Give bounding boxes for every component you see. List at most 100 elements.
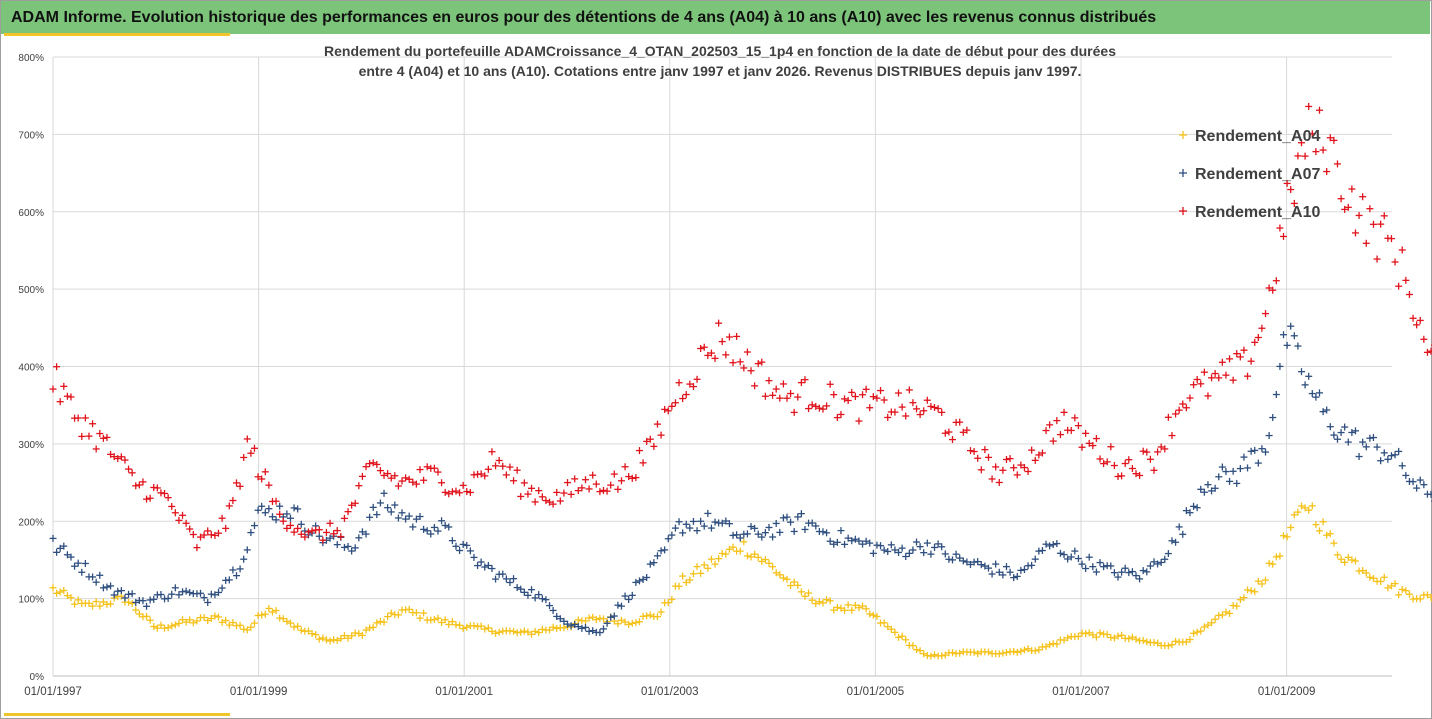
data-point-A04 bbox=[1082, 630, 1090, 638]
data-point-A04 bbox=[664, 599, 672, 607]
data-point-A04 bbox=[304, 627, 312, 635]
data-point-A07 bbox=[531, 594, 539, 602]
data-point-A07 bbox=[1211, 484, 1219, 492]
data-point-A10 bbox=[1128, 464, 1136, 472]
data-point-A04 bbox=[531, 627, 539, 635]
data-point-A04 bbox=[394, 611, 402, 619]
data-point-A10 bbox=[240, 453, 248, 461]
data-point-A10 bbox=[452, 487, 460, 495]
data-point-A10 bbox=[215, 529, 223, 537]
data-point-A10 bbox=[103, 433, 111, 441]
data-point-A10 bbox=[1280, 232, 1288, 240]
data-point-A10 bbox=[1190, 381, 1198, 389]
data-point-A07 bbox=[1132, 572, 1140, 580]
data-point-A07 bbox=[1236, 465, 1244, 473]
legend-marker-A04 bbox=[1179, 131, 1187, 139]
data-point-A10 bbox=[222, 524, 230, 532]
data-point-A04 bbox=[1020, 646, 1028, 654]
data-point-A10 bbox=[207, 531, 215, 539]
data-point-A04 bbox=[1398, 585, 1406, 593]
data-point-A04 bbox=[851, 601, 859, 609]
data-point-A07 bbox=[132, 598, 140, 606]
data-point-A04 bbox=[837, 604, 845, 612]
data-point-A07 bbox=[1200, 488, 1208, 496]
data-point-A07 bbox=[1121, 564, 1129, 572]
data-point-A04 bbox=[430, 616, 438, 624]
data-point-A10 bbox=[862, 385, 870, 393]
data-point-A07 bbox=[1330, 431, 1338, 439]
data-point-A07 bbox=[931, 543, 939, 551]
legend[interactable]: Rendement_A04 Rendement_A07 Rendement_A10 bbox=[1179, 128, 1320, 221]
data-point-A04 bbox=[1298, 502, 1306, 510]
data-point-A04 bbox=[916, 647, 924, 655]
accent-strip-bottom bbox=[4, 713, 230, 716]
data-point-A07 bbox=[1193, 504, 1201, 512]
data-point-A07 bbox=[646, 560, 654, 568]
data-point-A10 bbox=[56, 398, 64, 406]
chart-title-line-2: entre 4 (A04) et 10 ans (A10). Cotations… bbox=[359, 63, 1082, 79]
data-point-A07 bbox=[1071, 547, 1079, 555]
data-point-A07 bbox=[272, 516, 280, 524]
data-point-A10 bbox=[556, 497, 564, 505]
legend-item-A10[interactable]: Rendement_A10 bbox=[1179, 204, 1320, 221]
legend-marker-A10 bbox=[1179, 207, 1187, 215]
data-point-A07 bbox=[535, 591, 543, 599]
y-tick-label: 300% bbox=[18, 440, 44, 451]
data-point-A07 bbox=[797, 510, 805, 518]
data-point-A10 bbox=[625, 473, 633, 481]
data-point-A04 bbox=[517, 628, 525, 636]
data-point-A04 bbox=[797, 588, 805, 596]
data-point-A10 bbox=[117, 453, 125, 461]
data-point-A07 bbox=[1337, 429, 1345, 437]
data-point-A10 bbox=[1078, 443, 1086, 451]
data-point-A10 bbox=[646, 435, 654, 443]
data-point-A04 bbox=[984, 648, 992, 656]
data-point-A07 bbox=[524, 591, 532, 599]
data-point-A04 bbox=[420, 609, 428, 617]
data-point-A07 bbox=[1042, 540, 1050, 548]
data-point-A04 bbox=[819, 599, 827, 607]
data-point-A10 bbox=[707, 349, 715, 357]
data-point-A10 bbox=[970, 448, 978, 456]
data-point-A10 bbox=[492, 462, 500, 470]
data-point-A10 bbox=[81, 414, 89, 422]
data-point-A07 bbox=[1380, 449, 1388, 457]
data-point-A10 bbox=[743, 348, 751, 356]
data-point-A07 bbox=[290, 504, 298, 512]
data-point-A07 bbox=[1067, 553, 1075, 561]
data-point-A04 bbox=[751, 550, 759, 558]
data-point-A07 bbox=[492, 575, 500, 583]
data-point-A07 bbox=[412, 515, 420, 523]
data-point-A07 bbox=[1366, 434, 1374, 442]
data-point-A04 bbox=[1369, 574, 1377, 582]
data-point-A10 bbox=[405, 475, 413, 483]
data-point-A10 bbox=[60, 382, 68, 390]
data-point-A07 bbox=[1186, 509, 1194, 517]
data-point-A04 bbox=[326, 637, 334, 645]
data-point-A04 bbox=[456, 621, 464, 629]
data-point-A04 bbox=[207, 614, 215, 622]
data-point-A10 bbox=[628, 474, 636, 482]
data-point-A07 bbox=[952, 550, 960, 558]
legend-item-A07[interactable]: Rendement_A07 bbox=[1179, 166, 1320, 183]
banner-title: ADAM Informe. Evolution historique des p… bbox=[11, 9, 1157, 26]
data-point-A10 bbox=[1294, 152, 1302, 160]
data-point-A04 bbox=[830, 606, 838, 614]
data-point-A04 bbox=[815, 598, 823, 606]
data-point-A10 bbox=[754, 360, 762, 368]
data-point-A10 bbox=[988, 475, 996, 483]
data-point-A04 bbox=[754, 553, 762, 561]
data-point-A07 bbox=[1287, 322, 1295, 330]
data-point-A07 bbox=[1280, 331, 1288, 339]
data-point-A10 bbox=[1402, 276, 1410, 284]
data-point-A04 bbox=[589, 613, 597, 621]
data-point-A04 bbox=[218, 618, 226, 626]
data-point-A07 bbox=[175, 591, 183, 599]
data-point-A04 bbox=[261, 610, 269, 618]
data-point-A04 bbox=[909, 642, 917, 650]
data-point-A04 bbox=[715, 555, 723, 563]
data-point-A10 bbox=[412, 480, 420, 488]
data-point-A10 bbox=[542, 497, 550, 505]
data-point-A04 bbox=[434, 614, 442, 622]
legend-item-A04[interactable]: Rendement_A04 bbox=[1179, 128, 1320, 145]
